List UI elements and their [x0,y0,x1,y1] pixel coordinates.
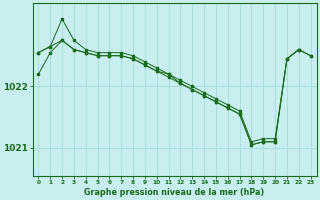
X-axis label: Graphe pression niveau de la mer (hPa): Graphe pression niveau de la mer (hPa) [84,188,265,197]
